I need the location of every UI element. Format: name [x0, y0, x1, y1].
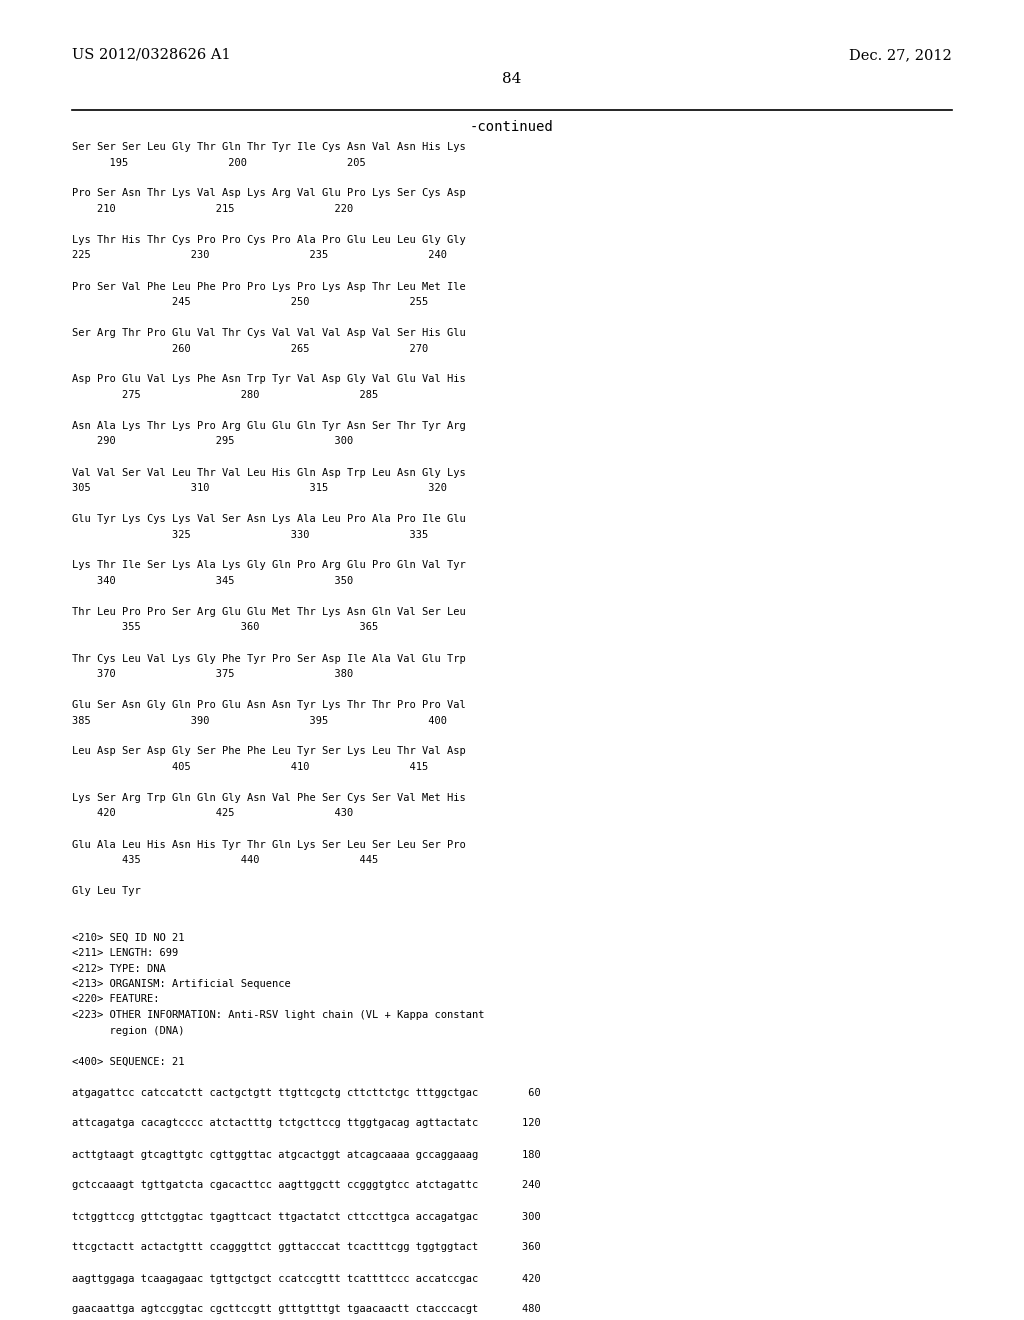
Text: Lys Thr His Thr Cys Pro Pro Cys Pro Ala Pro Glu Leu Leu Gly Gly: Lys Thr His Thr Cys Pro Pro Cys Pro Ala …: [72, 235, 466, 246]
Text: <212> TYPE: DNA: <212> TYPE: DNA: [72, 964, 166, 974]
Text: <220> FEATURE:: <220> FEATURE:: [72, 994, 160, 1005]
Text: Ser Ser Ser Leu Gly Thr Gln Thr Tyr Ile Cys Asn Val Asn His Lys: Ser Ser Ser Leu Gly Thr Gln Thr Tyr Ile …: [72, 143, 466, 152]
Text: Leu Asp Ser Asp Gly Ser Phe Phe Leu Tyr Ser Lys Leu Thr Val Asp: Leu Asp Ser Asp Gly Ser Phe Phe Leu Tyr …: [72, 747, 466, 756]
Text: -continued: -continued: [470, 120, 554, 135]
Text: Glu Ser Asn Gly Gln Pro Glu Asn Asn Tyr Lys Thr Thr Pro Pro Val: Glu Ser Asn Gly Gln Pro Glu Asn Asn Tyr …: [72, 700, 466, 710]
Text: 260                265                270: 260 265 270: [72, 343, 428, 354]
Text: gctccaaagt tgttgatcta cgacacttcc aagttggctt ccgggtgtcc atctagattc       240: gctccaaagt tgttgatcta cgacacttcc aagttgg…: [72, 1180, 541, 1191]
Text: 370                375                380: 370 375 380: [72, 669, 353, 678]
Text: 325                330                335: 325 330 335: [72, 529, 428, 540]
Text: Pro Ser Asn Thr Lys Val Asp Lys Arg Val Glu Pro Lys Ser Cys Asp: Pro Ser Asn Thr Lys Val Asp Lys Arg Val …: [72, 189, 466, 198]
Text: 305                310                315                320: 305 310 315 320: [72, 483, 447, 492]
Text: attcagatga cacagtcccc atctactttg tctgcttccg ttggtgacag agttactatc       120: attcagatga cacagtcccc atctactttg tctgctt…: [72, 1118, 541, 1129]
Text: Lys Thr Ile Ser Lys Ala Lys Gly Gln Pro Arg Glu Pro Gln Val Tyr: Lys Thr Ile Ser Lys Ala Lys Gly Gln Pro …: [72, 561, 466, 570]
Text: <210> SEQ ID NO 21: <210> SEQ ID NO 21: [72, 932, 184, 942]
Text: Thr Leu Pro Pro Ser Arg Glu Glu Met Thr Lys Asn Gln Val Ser Leu: Thr Leu Pro Pro Ser Arg Glu Glu Met Thr …: [72, 607, 466, 616]
Text: aagttggaga tcaagagaac tgttgctgct ccatccgttt tcattttccc accatccgac       420: aagttggaga tcaagagaac tgttgctgct ccatccg…: [72, 1274, 541, 1283]
Text: ttcgctactt actactgttt ccagggttct ggttacccat tcactttcgg tggtggtact       360: ttcgctactt actactgttt ccagggttct ggttacc…: [72, 1242, 541, 1253]
Text: 420                425                430: 420 425 430: [72, 808, 353, 818]
Text: region (DNA): region (DNA): [72, 1026, 184, 1035]
Text: tctggttccg gttctggtac tgagttcact ttgactatct cttccttgca accagatgac       300: tctggttccg gttctggtac tgagttcact ttgacta…: [72, 1212, 541, 1221]
Text: Gly Leu Tyr: Gly Leu Tyr: [72, 886, 140, 896]
Text: 195                200                205: 195 200 205: [72, 157, 366, 168]
Text: 405                410                415: 405 410 415: [72, 762, 428, 772]
Text: 225                230                235                240: 225 230 235 240: [72, 251, 447, 260]
Text: 210                215                220: 210 215 220: [72, 205, 353, 214]
Text: Asn Ala Lys Thr Lys Pro Arg Glu Glu Gln Tyr Asn Ser Thr Tyr Arg: Asn Ala Lys Thr Lys Pro Arg Glu Glu Gln …: [72, 421, 466, 432]
Text: Lys Ser Arg Trp Gln Gln Gly Asn Val Phe Ser Cys Ser Val Met His: Lys Ser Arg Trp Gln Gln Gly Asn Val Phe …: [72, 793, 466, 803]
Text: Ser Arg Thr Pro Glu Val Thr Cys Val Val Val Asp Val Ser His Glu: Ser Arg Thr Pro Glu Val Thr Cys Val Val …: [72, 327, 466, 338]
Text: Asp Pro Glu Val Lys Phe Asn Trp Tyr Val Asp Gly Val Glu Val His: Asp Pro Glu Val Lys Phe Asn Trp Tyr Val …: [72, 375, 466, 384]
Text: 275                280                285: 275 280 285: [72, 389, 378, 400]
Text: acttgtaagt gtcagttgtc cgttggttac atgcactggt atcagcaaaa gccaggaaag       180: acttgtaagt gtcagttgtc cgttggttac atgcact…: [72, 1150, 541, 1159]
Text: <223> OTHER INFORMATION: Anti-RSV light chain (VL + Kappa constant: <223> OTHER INFORMATION: Anti-RSV light …: [72, 1010, 484, 1020]
Text: 245                250                255: 245 250 255: [72, 297, 428, 308]
Text: 355                360                365: 355 360 365: [72, 623, 378, 632]
Text: Dec. 27, 2012: Dec. 27, 2012: [849, 48, 952, 62]
Text: Thr Cys Leu Val Lys Gly Phe Tyr Pro Ser Asp Ile Ala Val Glu Trp: Thr Cys Leu Val Lys Gly Phe Tyr Pro Ser …: [72, 653, 466, 664]
Text: <400> SEQUENCE: 21: <400> SEQUENCE: 21: [72, 1056, 184, 1067]
Text: 435                440                445: 435 440 445: [72, 855, 378, 865]
Text: 340                345                350: 340 345 350: [72, 576, 353, 586]
Text: Glu Ala Leu His Asn His Tyr Thr Gln Lys Ser Leu Ser Leu Ser Pro: Glu Ala Leu His Asn His Tyr Thr Gln Lys …: [72, 840, 466, 850]
Text: Glu Tyr Lys Cys Lys Val Ser Asn Lys Ala Leu Pro Ala Pro Ile Glu: Glu Tyr Lys Cys Lys Val Ser Asn Lys Ala …: [72, 513, 466, 524]
Text: 290                295                300: 290 295 300: [72, 437, 353, 446]
Text: Val Val Ser Val Leu Thr Val Leu His Gln Asp Trp Leu Asn Gly Lys: Val Val Ser Val Leu Thr Val Leu His Gln …: [72, 467, 466, 478]
Text: <213> ORGANISM: Artificial Sequence: <213> ORGANISM: Artificial Sequence: [72, 979, 291, 989]
Text: 385                390                395                400: 385 390 395 400: [72, 715, 447, 726]
Text: <211> LENGTH: 699: <211> LENGTH: 699: [72, 948, 178, 958]
Text: gaacaattga agtccggtac cgcttccgtt gtttgtttgt tgaacaactt ctacccacgt       480: gaacaattga agtccggtac cgcttccgtt gtttgtt…: [72, 1304, 541, 1315]
Text: US 2012/0328626 A1: US 2012/0328626 A1: [72, 48, 230, 62]
Text: atgagattcc catccatctt cactgctgtt ttgttcgctg cttcttctgc tttggctgac        60: atgagattcc catccatctt cactgctgtt ttgttcg…: [72, 1088, 541, 1097]
Text: 84: 84: [503, 73, 521, 86]
Text: Pro Ser Val Phe Leu Phe Pro Pro Lys Pro Lys Asp Thr Leu Met Ile: Pro Ser Val Phe Leu Phe Pro Pro Lys Pro …: [72, 281, 466, 292]
